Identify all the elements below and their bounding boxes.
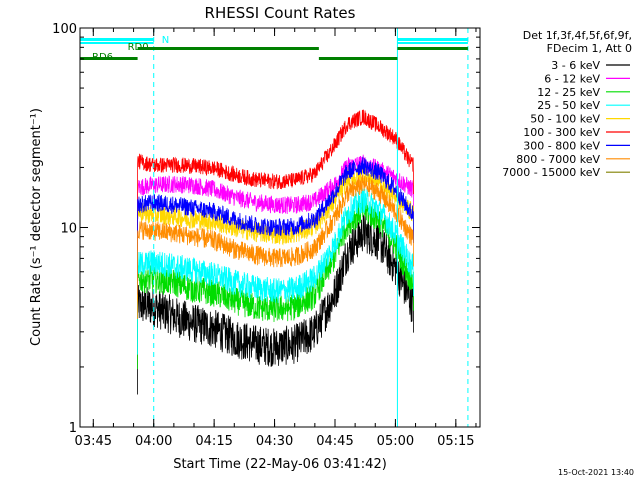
attenuator-label: N: [162, 35, 169, 46]
x-tick-label: 04:00: [135, 434, 172, 449]
legend-item-label: 50 - 100 keV: [530, 113, 600, 126]
y-tick-label: 10: [60, 222, 77, 237]
series-layer: [137, 109, 414, 395]
decimation-bar: [318, 57, 398, 60]
legend: Det 1f,3f,4f,5f,6f,9f, FDecim 1, Att 0 3…: [502, 29, 632, 179]
overlay-layer: N RD0 RD6: [80, 28, 469, 427]
attenuator-bar-lower: [397, 42, 468, 44]
y-axis: 1 10 100: [52, 22, 480, 436]
legend-item-label: 3 - 6 keV: [551, 59, 600, 72]
legend-item-label: 100 - 300 keV: [523, 126, 600, 139]
attenuator-bar-lower: [80, 42, 154, 44]
series-line: [137, 174, 414, 320]
x-axis: 03:45 04:00 04:15 04:30 04:45 05:00 05:15: [75, 28, 477, 449]
legend-item-label: 800 - 7000 keV: [516, 153, 600, 166]
attenuator-bar: [80, 38, 154, 41]
legend-item-label: 25 - 50 keV: [537, 99, 600, 112]
timestamp: 15-Oct-2021 13:40: [558, 468, 634, 477]
attenuator-bar: [397, 38, 468, 41]
decimation-bar: [137, 47, 319, 50]
y-tick-label: 100: [52, 22, 77, 37]
legend-header-line-1: Det 1f,3f,4f,5f,6f,9f,: [523, 29, 632, 42]
legend-item-label: 6 - 12 keV: [544, 72, 600, 85]
chart-title: RHESSI Count Rates: [205, 4, 356, 22]
series-line: [137, 156, 414, 295]
legend-header-line-2: FDecim 1, Att 0: [547, 42, 632, 55]
x-tick-label: 04:45: [316, 434, 353, 449]
x-tick-label: 04:30: [256, 434, 293, 449]
x-tick-label: 05:00: [377, 434, 414, 449]
decimation-bar: [80, 57, 138, 60]
x-axis-label: Start Time (22-May-06 03:41:42): [173, 457, 387, 472]
x-tick-label: 05:15: [437, 434, 474, 449]
series-line: [137, 196, 414, 370]
x-tick-label: 04:15: [195, 434, 232, 449]
decimation-label: RD0: [128, 42, 149, 53]
series-line: [137, 109, 414, 251]
decimation-label: RD6: [92, 52, 113, 63]
y-axis-label: Count Rate (s⁻¹ detector segment⁻¹): [29, 108, 44, 346]
legend-item-label: 300 - 800 keV: [523, 139, 600, 152]
y-tick-label: 1: [69, 421, 77, 436]
series-line: [137, 188, 414, 355]
decimation-bar: [397, 47, 468, 50]
legend-item-label: 12 - 25 keV: [537, 86, 600, 99]
legend-item-label: 7000 - 15000 keV: [502, 166, 600, 179]
series-line: [137, 214, 414, 395]
x-tick-label: 03:45: [75, 434, 112, 449]
